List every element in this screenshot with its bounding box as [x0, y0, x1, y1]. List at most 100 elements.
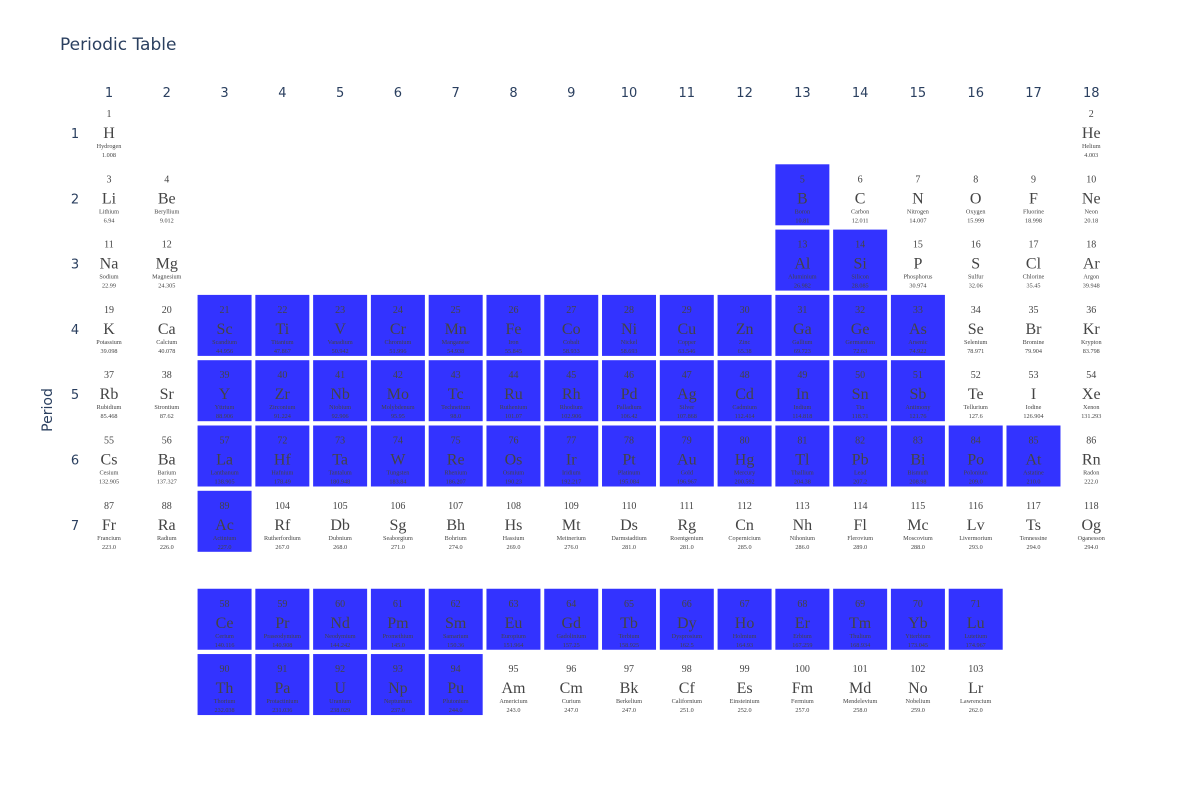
- atomic-mass: 196.967: [677, 479, 697, 486]
- cell-highlight: [659, 294, 714, 356]
- atomic-mass: 50.942: [332, 348, 349, 355]
- atomic-number: 8: [973, 174, 978, 185]
- atomic-number: 1: [107, 109, 112, 120]
- cell-highlight: [775, 360, 830, 422]
- atomic-mass: 281.0: [680, 544, 694, 551]
- atomic-mass: 243.0: [506, 707, 520, 714]
- x-tick-label: 2: [163, 86, 171, 101]
- atomic-number: 20: [162, 305, 172, 316]
- element-symbol: As: [909, 321, 927, 338]
- element-symbol: Lv: [967, 517, 985, 534]
- atomic-number: 38: [162, 370, 172, 381]
- element-symbol: Fl: [853, 517, 867, 534]
- element-name: Europium: [501, 633, 526, 640]
- element-name: Strontium: [154, 404, 179, 411]
- atomic-mass: 227.0: [218, 544, 232, 551]
- atomic-number: 59: [277, 599, 287, 610]
- atomic-number: 62: [451, 599, 461, 610]
- element-name: Rhodium: [560, 404, 583, 411]
- atomic-number: 7: [915, 174, 920, 185]
- atomic-number: 70: [913, 599, 923, 610]
- atomic-mass: 192.217: [561, 479, 581, 486]
- y-tick-label: 1: [71, 127, 79, 142]
- atomic-mass: 87.62: [160, 413, 174, 420]
- atomic-mass: 55.845: [505, 348, 522, 355]
- element-name: Selenium: [964, 339, 988, 346]
- cell-highlight: [313, 360, 368, 422]
- atomic-mass: 180.948: [330, 479, 350, 486]
- element-symbol: Eu: [505, 615, 523, 632]
- atomic-mass: 232.038: [215, 707, 235, 714]
- atomic-mass: 91.224: [274, 413, 291, 420]
- atomic-number: 113: [795, 501, 810, 512]
- atomic-number: 44: [508, 370, 518, 381]
- cell-highlight: [544, 360, 599, 422]
- atomic-number: 16: [971, 240, 981, 251]
- atomic-mass: 15.999: [967, 217, 984, 224]
- element-name: Zirconium: [269, 404, 295, 411]
- element-symbol: H: [103, 125, 115, 142]
- cell-highlight: [313, 588, 368, 650]
- element-symbol: Cm: [560, 680, 584, 697]
- cell-highlight: [544, 588, 599, 650]
- element-symbol: Os: [505, 452, 523, 469]
- cell-highlight: [717, 425, 772, 487]
- element-name: Calcium: [156, 339, 177, 346]
- atomic-mass: 78.971: [967, 348, 984, 355]
- element-symbol: Lr: [968, 680, 984, 697]
- atomic-mass: 18.998: [1025, 217, 1042, 224]
- element-symbol: V: [334, 321, 346, 338]
- element-symbol: Ac: [215, 517, 234, 534]
- element-symbol: Hf: [274, 452, 292, 469]
- element-symbol: Ne: [1082, 190, 1101, 207]
- element-name: Radium: [157, 535, 177, 542]
- atomic-mass: 237.0: [391, 707, 405, 714]
- element-name: Neon: [1085, 208, 1098, 215]
- x-tick-labels: 1 2 3 4 5 6 7 8 9 10 11 12 13 14 15 16 17 18: [105, 86, 1100, 101]
- cell-highlight: [544, 294, 599, 356]
- atomic-mass: 1.008: [102, 152, 116, 159]
- element-symbol: Sg: [389, 517, 406, 534]
- atomic-number: 49: [797, 370, 807, 381]
- atomic-mass: 140.116: [215, 642, 235, 649]
- element-name: Nitrogen: [907, 208, 929, 215]
- atomic-mass: 127.6: [969, 413, 983, 420]
- atomic-number: 72: [277, 436, 287, 447]
- atomic-number: 104: [275, 501, 290, 512]
- cell-highlight: [890, 425, 945, 487]
- element-symbol: Nd: [330, 615, 350, 632]
- atomic-mass: 204.38: [794, 479, 811, 486]
- cell-highlight: [775, 294, 830, 356]
- element-symbol: K: [103, 321, 115, 338]
- element-name: Rutherfordium: [264, 535, 301, 542]
- atomic-number: 56: [162, 436, 172, 447]
- cell-highlight: [370, 588, 425, 650]
- atomic-number: 101: [853, 664, 868, 675]
- element-symbol: Pr: [275, 615, 290, 632]
- atomic-mass: 286.0: [795, 544, 809, 551]
